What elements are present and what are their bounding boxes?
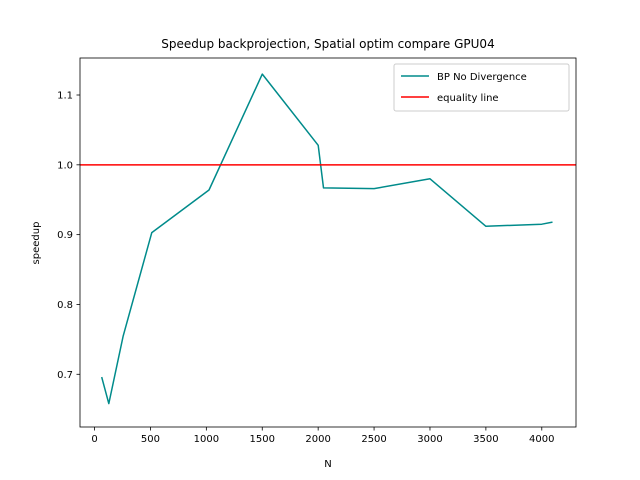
- legend-box: [393, 63, 570, 112]
- x-axis-label: N: [324, 459, 331, 470]
- y-tick-label: 1.1: [57, 91, 73, 102]
- chart-title: Speedup backprojection, Spatial optim co…: [161, 37, 494, 51]
- y-tick-label: 0.9: [57, 230, 73, 241]
- x-tick-label: 0: [91, 434, 97, 445]
- y-tick-label: 0.8: [57, 300, 73, 311]
- x-tick-label: 3500: [473, 434, 498, 445]
- legend-entry-label: BP No Divergence: [437, 72, 527, 83]
- series-line-bp-no-divergence: [100, 73, 553, 405]
- legend: BP No Divergence equality line: [393, 63, 570, 112]
- plot-area: [79, 57, 577, 428]
- x-tick-label: 2000: [305, 434, 330, 445]
- x-axis: 0 500 1000 1500 2000 2500 3000 3500 4000: [91, 427, 555, 445]
- x-tick-label: 2500: [361, 434, 386, 445]
- y-tick-label: 1.0: [57, 160, 73, 171]
- x-tick-label: 3000: [417, 434, 442, 445]
- y-axis: 0.7 0.8 0.9 1.0 1.1: [57, 91, 80, 381]
- x-tick-label: 4000: [529, 434, 554, 445]
- x-tick-label: 1500: [250, 434, 275, 445]
- legend-entry-label: equality line: [437, 93, 499, 104]
- x-tick-label: 1000: [194, 434, 219, 445]
- x-tick-label: 500: [141, 434, 160, 445]
- y-tick-label: 0.7: [57, 370, 73, 381]
- y-axis-label: speedup: [31, 222, 42, 265]
- axes-frame: [79, 57, 577, 428]
